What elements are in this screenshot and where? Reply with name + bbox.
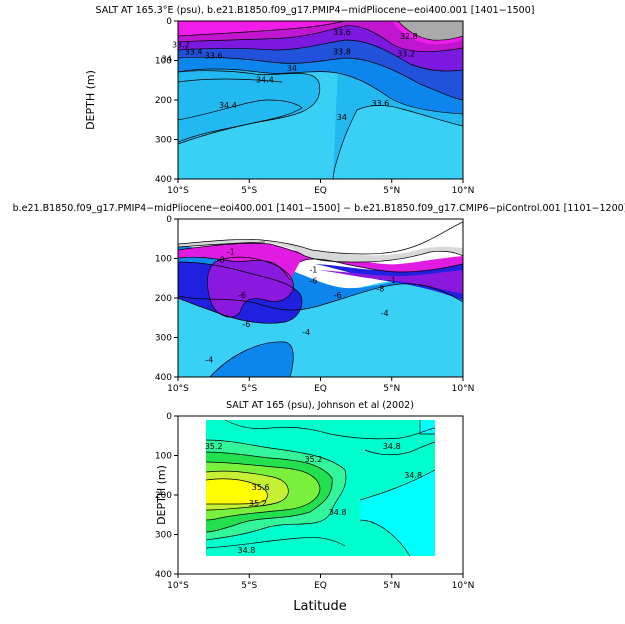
contour-label: 34.8 — [404, 471, 422, 480]
y-tick-label: 300 — [155, 136, 172, 146]
panel-3-ylabel: DEPTH (m) — [155, 465, 168, 525]
x-tick-label: 5°S — [241, 581, 257, 591]
y-tick-label: 0 — [166, 412, 172, 422]
x-tick-label: 10°N — [452, 186, 475, 196]
x-tick-label: EQ — [314, 581, 327, 591]
x-tick-label: EQ — [314, 186, 327, 196]
panel-1: SALT AT 165.3°E (psu), b.e21.B1850.f09_g… — [84, 5, 534, 196]
x-tick-label: 10°N — [452, 384, 475, 394]
contour-label: 34.4 — [256, 75, 274, 84]
y-tick-label: 200 — [155, 294, 172, 304]
y-tick-label: 400 — [155, 373, 172, 383]
contour-label: 34.4 — [219, 101, 237, 110]
contour-label: -8 — [376, 284, 384, 293]
contour-label: 33.2 — [397, 50, 415, 59]
panel-1-ylabel: DEPTH (m) — [84, 70, 97, 130]
contour-label: 35.2 — [249, 499, 267, 508]
y-tick-label: 100 — [155, 57, 172, 67]
contour-label: 33.6 — [205, 52, 223, 61]
contour-label: -6 — [334, 291, 342, 300]
contour-label: 34 — [337, 113, 347, 122]
y-tick-label: 0 — [166, 215, 172, 225]
contour-label: -6 — [238, 291, 246, 300]
p1-band-32-8 — [178, 21, 463, 45]
contour-label: -4 — [381, 309, 389, 318]
contour-label: 33.6 — [333, 28, 351, 37]
y-tick-label: 400 — [155, 570, 172, 580]
y-tick-label: 200 — [155, 491, 172, 501]
p3-band-cyan — [360, 420, 435, 556]
contour-label: -6 — [309, 276, 317, 285]
panel-3-axes: 10°S 5°S EQ 5°N 10°N 0 100 200 300 400 — [155, 412, 475, 591]
panel-1-title: SALT AT 165.3°E (psu), b.e21.B1850.f09_g… — [96, 5, 535, 16]
p2-band-m1 — [178, 243, 463, 280]
p2-band-m0-8 — [207, 257, 463, 318]
contour-label: -1 — [309, 265, 317, 274]
panel-3-xlabel: Latitude — [293, 599, 347, 614]
panel-3: SALT AT 165 (psu), Johnson et al (2002) — [155, 400, 475, 614]
x-tick-label: 5°N — [383, 384, 400, 394]
panel-3-contour-fill — [178, 416, 463, 574]
contour-label: 35.2 — [304, 455, 322, 464]
contour-label: 33.8 — [333, 48, 351, 57]
contour-label: -4 — [205, 355, 213, 364]
y-tick-label: 400 — [155, 175, 172, 185]
p2-band-m1-2 — [178, 238, 463, 262]
contour-label: -8 — [217, 255, 225, 264]
contour-label: 34.8 — [383, 442, 401, 451]
panel-2-title: b.e21.B1850.f09_g17.PMIP4−midPliocene−eo… — [13, 203, 625, 214]
contour-label: 33.6 — [371, 99, 389, 108]
y-tick-label: 100 — [155, 452, 172, 462]
contour-label: -4 — [302, 328, 310, 337]
contour-label: 34 — [287, 64, 297, 73]
x-tick-label: 10°N — [452, 581, 475, 591]
contour-label: -6 — [242, 320, 250, 329]
contour-label: 34.8 — [329, 508, 347, 517]
contour-label: 35.2 — [205, 442, 223, 451]
p3-band-35-8 — [206, 478, 268, 504]
y-tick-label: 100 — [155, 255, 172, 265]
x-tick-label: 5°N — [383, 581, 400, 591]
panel-3-contour-labels: 35.2 34.8 35.2 35.6 34.8 35.2 34.8 34.8 — [205, 442, 422, 555]
x-tick-label: EQ — [314, 384, 327, 394]
contour-label: -1 — [388, 276, 396, 285]
contour-label: 34.8 — [237, 546, 255, 555]
panel-1-contour-fill — [178, 21, 463, 179]
panel-2-axes: 10°S 5°S EQ 5°N 10°N 0 100 200 300 400 — [155, 215, 475, 394]
panel-1-axes: 10°S 5°S EQ 5°N 10°N 0 100 200 300 400 — [155, 17, 475, 196]
p1-band-gray — [398, 21, 463, 41]
x-tick-label: 5°N — [383, 186, 400, 196]
y-tick-label: 200 — [155, 96, 172, 106]
p2-band-top-white — [178, 219, 463, 254]
y-tick-label: 0 — [166, 17, 172, 27]
panel-3-title: SALT AT 165 (psu), Johnson et al (2002) — [226, 400, 414, 411]
x-tick-label: 10°S — [167, 581, 189, 591]
x-tick-label: 10°S — [167, 384, 189, 394]
x-tick-label: 10°S — [167, 186, 189, 196]
p1-band-34-0 — [178, 70, 320, 144]
y-tick-label: 300 — [155, 334, 172, 344]
contour-label: 34 — [162, 55, 172, 64]
y-tick-label: 300 — [155, 531, 172, 541]
p2-band-lower-blue — [210, 341, 294, 377]
contour-label: -1 — [227, 248, 235, 257]
contour-label: 32.8 — [400, 32, 418, 41]
contour-label: 35.6 — [252, 483, 270, 492]
panel-2: b.e21.B1850.f09_g17.PMIP4−midPliocene−eo… — [13, 203, 625, 394]
panel-2-contour-labels: -1-8-1-6 -1-8-6 -6-4-6-4-4 — [205, 248, 396, 365]
x-tick-label: 5°S — [241, 186, 257, 196]
panel-2-contour-fill — [178, 219, 463, 377]
contour-label: 33.2 — [172, 40, 190, 49]
x-tick-label: 5°S — [241, 384, 257, 394]
contour-label: 33.4 — [185, 48, 203, 57]
